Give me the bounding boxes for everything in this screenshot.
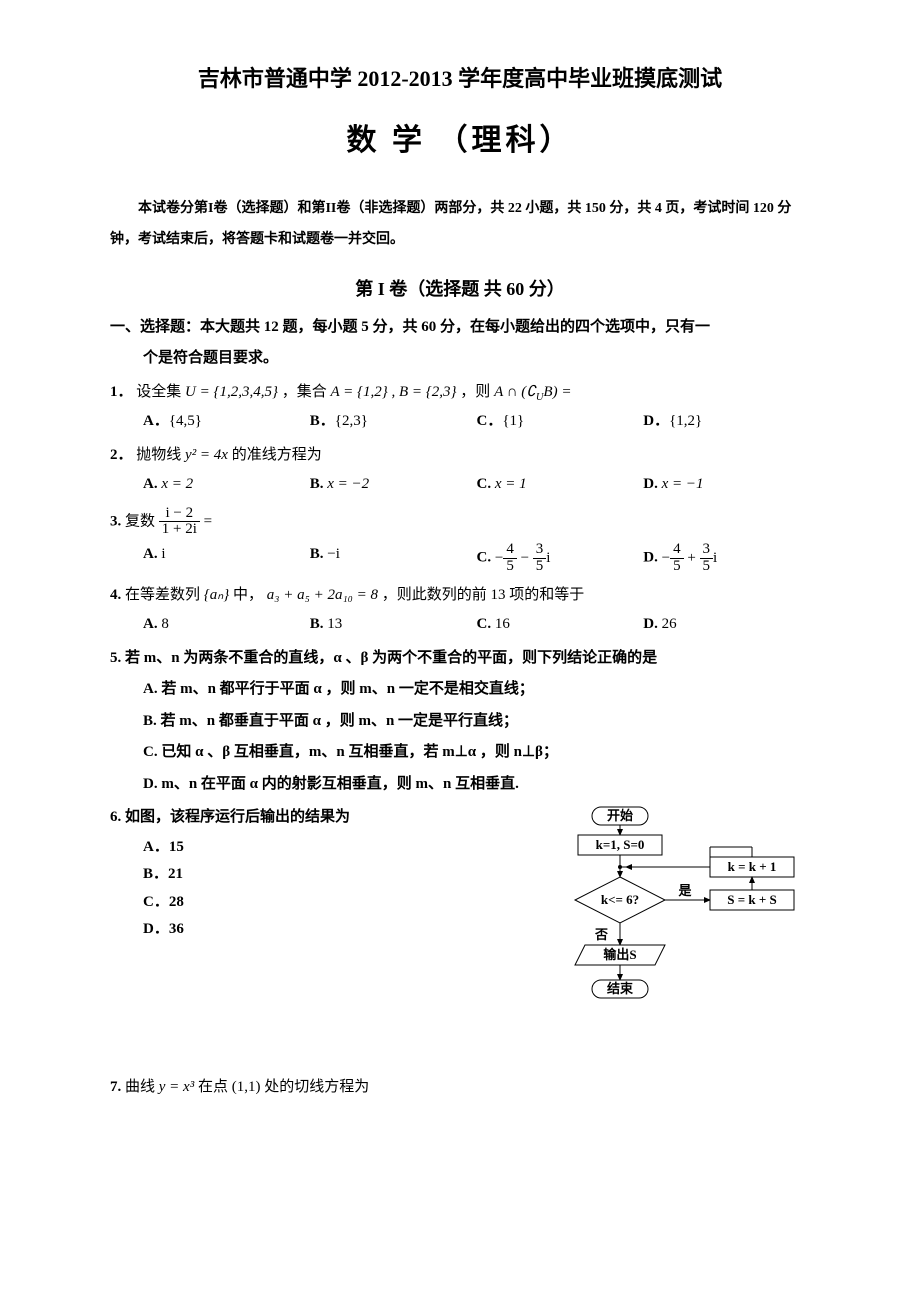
question-1: 1． 设全集 U = {1,2,3,4,5} ，集合 A = {1,2} , B… bbox=[110, 380, 810, 435]
q6-number: 6. bbox=[110, 809, 121, 825]
q3-opt-b: B. −i bbox=[310, 542, 477, 575]
q7-number: 7. bbox=[110, 1079, 121, 1095]
q1-eq3: A ∩ (∁UB) = bbox=[494, 384, 571, 400]
q4-post: 项的和等于 bbox=[509, 587, 584, 603]
q5-opt-d: D. m、n 在平面 α 内的射影互相垂直，则 m、n 互相垂直. bbox=[110, 772, 810, 798]
q1-number: 1． bbox=[110, 384, 133, 400]
q4-mid2: ，则此数列的前 bbox=[382, 587, 487, 603]
q5-opt-b: B. 若 m、n 都垂直于平面 α ，则 m、n 一定是平行直线； bbox=[110, 709, 810, 735]
q3-opt-d: D. −45 + 35i bbox=[643, 542, 810, 575]
q4-opt-d: D. 26 bbox=[643, 612, 810, 638]
q2-eq: y² = 4x bbox=[185, 447, 228, 463]
q7-eq: y = x³ bbox=[159, 1079, 194, 1095]
q1-opt-c: C．{1} bbox=[477, 409, 644, 435]
q4-mid1: 中， bbox=[233, 587, 263, 603]
q2-post: 的准线方程为 bbox=[232, 447, 322, 463]
fc-out: 输出S bbox=[603, 947, 636, 962]
question-2: 2． 抛物线 y² = 4x 的准线方程为 A. x = 2 B. x = −2… bbox=[110, 443, 810, 498]
section-1-heading: 第 I 卷（选择题 共 60 分） bbox=[110, 274, 810, 305]
fc-yes: 是 bbox=[677, 883, 692, 898]
fc-cond: k<= 6? bbox=[601, 892, 639, 907]
q2-opt-b: B. x = −2 bbox=[310, 472, 477, 498]
q6-opt-b: B．21 bbox=[143, 862, 510, 888]
q7-mid: 在点 bbox=[198, 1079, 228, 1095]
q3-number: 3. bbox=[110, 513, 121, 529]
q1-opt-d: D．{1,2} bbox=[643, 409, 810, 435]
fc-inck: k = k + 1 bbox=[728, 859, 777, 874]
question-6: 6. 如图，该程序运行后输出的结果为 A．15 B．21 C．28 D．36 开… bbox=[110, 805, 810, 1035]
block-heading-line1: 一、选择题：本大题共 12 题，每小题 5 分，共 60 分，在每小题给出的四个… bbox=[110, 315, 810, 341]
q4-opt-a: A. 8 bbox=[143, 612, 310, 638]
q3-opt-a: A. i bbox=[143, 542, 310, 575]
fc-init: k=1, S=0 bbox=[596, 837, 645, 852]
intro-paragraph: 本试卷分第I卷（选择题）和第II卷（非选择题）两部分，共 22 小题，共 150… bbox=[110, 194, 810, 256]
q1-opt-b: B．{2,3} bbox=[310, 409, 477, 435]
q3-fraction: i − 2 1 + 2i bbox=[159, 506, 200, 539]
flowchart-diagram: 开始 k=1, S=0 k<= 6? 是 S = k + S k = k + 1 bbox=[530, 805, 810, 1035]
fc-incs: S = k + S bbox=[727, 892, 777, 907]
q1-eq2: A = {1,2} , B = {2,3} bbox=[331, 384, 457, 400]
q7-pt: (1,1) bbox=[232, 1079, 261, 1095]
q3-pre: 复数 bbox=[125, 513, 155, 529]
q7-post: 处的切线方程为 bbox=[264, 1079, 369, 1095]
q5-stem: 若 m、n 为两条不重合的直线，α 、β 为两个不重合的平面，则下列结论正确的是 bbox=[125, 650, 657, 666]
question-5: 5. 若 m、n 为两条不重合的直线，α 、β 为两个不重合的平面，则下列结论正… bbox=[110, 646, 810, 798]
title-main: 吉林市普通中学 2012-2013 学年度高中毕业班摸底测试 bbox=[110, 60, 810, 97]
q2-opt-a: A. x = 2 bbox=[143, 472, 310, 498]
q4-number: 4. bbox=[110, 587, 121, 603]
question-7: 7. 曲线 y = x³ 在点 (1,1) 处的切线方程为 bbox=[110, 1075, 810, 1101]
q5-number: 5. bbox=[110, 650, 121, 666]
q2-opt-d: D. x = −1 bbox=[643, 472, 810, 498]
block-heading-line2: 个是符合题目要求。 bbox=[110, 346, 810, 372]
q2-number: 2． bbox=[110, 447, 133, 463]
question-3: 3. 复数 i − 2 1 + 2i = A. i B. −i C. −45 −… bbox=[110, 506, 810, 575]
fc-no: 否 bbox=[594, 927, 608, 942]
q1-eq1: U = {1,2,3,4,5} bbox=[185, 384, 278, 400]
q6-opt-c: C．28 bbox=[143, 890, 510, 916]
q4-seq: {aₙ} bbox=[204, 587, 229, 603]
q4-opt-c: C. 16 bbox=[477, 612, 644, 638]
q1-mid1: ，集合 bbox=[282, 384, 327, 400]
q6-opt-d: D．36 bbox=[143, 917, 510, 943]
q4-n: 13 bbox=[491, 587, 506, 603]
q6-opt-a: A．15 bbox=[143, 835, 510, 861]
title-subject: 数 学 （理科） bbox=[110, 115, 810, 166]
q2-pre: 抛物线 bbox=[136, 447, 181, 463]
question-4: 4. 在等差数列 {aₙ} 中， a₃ + a₅ + 2a₁₀ = 8 ，则此数… bbox=[110, 583, 810, 638]
q5-opt-a: A. 若 m、n 都平行于平面 α ，则 m、n 一定不是相交直线； bbox=[110, 677, 810, 703]
q1-pre: 设全集 bbox=[136, 384, 181, 400]
q1-mid2: ，则 bbox=[460, 384, 490, 400]
q4-eq: a₃ + a₅ + 2a₁₀ = 8 bbox=[267, 587, 378, 603]
q2-opt-c: C. x = 1 bbox=[477, 472, 644, 498]
q4-pre: 在等差数列 bbox=[125, 587, 200, 603]
q7-pre: 曲线 bbox=[125, 1079, 155, 1095]
q6-stem: 如图，该程序运行后输出的结果为 bbox=[125, 809, 350, 825]
q4-opt-b: B. 13 bbox=[310, 612, 477, 638]
q5-opt-c: C. 已知 α 、β 互相垂直，m、n 互相垂直，若 m⊥α ，则 n⊥β； bbox=[110, 740, 810, 766]
q3-post: = bbox=[204, 513, 212, 529]
fc-start: 开始 bbox=[607, 808, 633, 823]
q1-opt-a: A．{4,5} bbox=[143, 409, 310, 435]
q3-opt-c: C. −45 − 35i bbox=[477, 542, 644, 575]
fc-end: 结束 bbox=[607, 981, 634, 996]
